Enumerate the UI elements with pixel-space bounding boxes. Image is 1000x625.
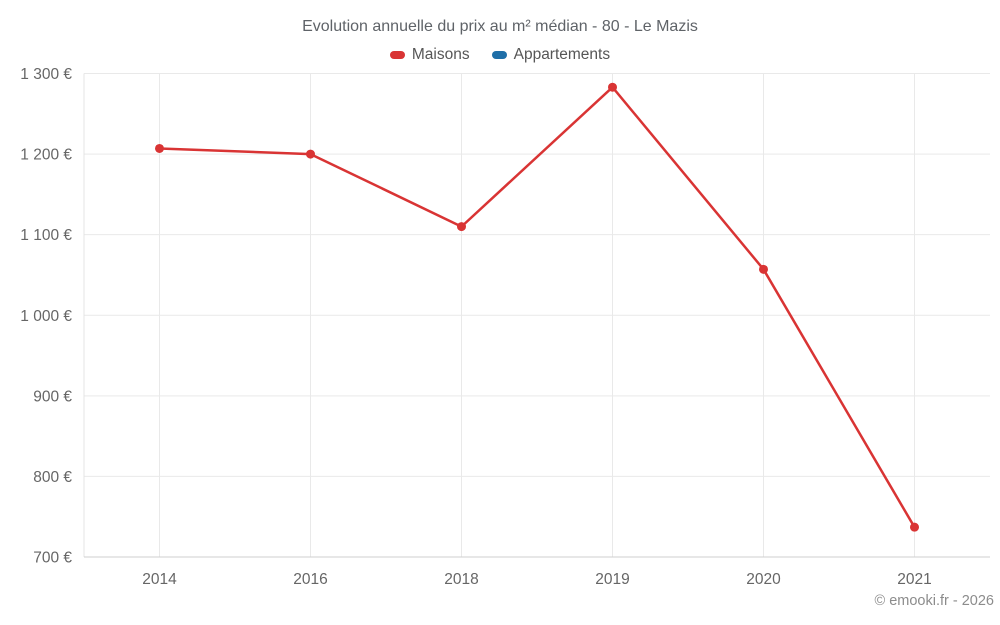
y-tick-label-1200: 1 200 €: [20, 147, 72, 164]
y-tick-label-1100: 1 100 €: [20, 227, 72, 244]
legend-swatch-maisons: [389, 51, 405, 59]
data-point-maisons-2020[interactable]: [759, 264, 768, 274]
y-tick-label-1000: 1 000 €: [20, 308, 72, 325]
x-tick-label-2016: 2016: [293, 571, 327, 588]
data-point-maisons-2014[interactable]: [155, 143, 164, 153]
legend-label-appartements: Appartements: [513, 46, 611, 63]
x-tick-label-2018: 2018: [444, 571, 478, 588]
legend-item-appartements[interactable]: Appartements: [491, 46, 611, 64]
y-tick-label-800: 800 €: [33, 469, 72, 486]
series-line-maisons: [158, 85, 916, 529]
copyright-footer: © emooki.fr - 2026: [874, 593, 994, 609]
data-point-maisons-2019[interactable]: [608, 82, 617, 92]
chart-title: Evolution annuelle du prix au m² médian …: [302, 18, 698, 35]
chart-legend: Maisons Appartements: [0, 46, 1000, 64]
legend-swatch-appartements: [491, 51, 507, 59]
data-point-maisons-2016[interactable]: [306, 149, 315, 159]
data-point-maisons-2018[interactable]: [457, 222, 466, 232]
legend-item-maisons[interactable]: Maisons: [389, 46, 470, 64]
y-tick-label-900: 900 €: [33, 388, 72, 405]
y-tick-label-700: 700 €: [33, 550, 72, 567]
x-tick-label-2019: 2019: [595, 571, 629, 588]
x-tick-label-2014: 2014: [142, 571, 177, 588]
y-tick-label-1300: 1 300 €: [20, 66, 72, 83]
x-tick-label-2021: 2021: [897, 571, 931, 588]
x-tick-label-2020: 2020: [746, 571, 781, 588]
data-point-maisons-2021[interactable]: [910, 522, 919, 532]
legend-label-maisons: Maisons: [411, 46, 470, 63]
